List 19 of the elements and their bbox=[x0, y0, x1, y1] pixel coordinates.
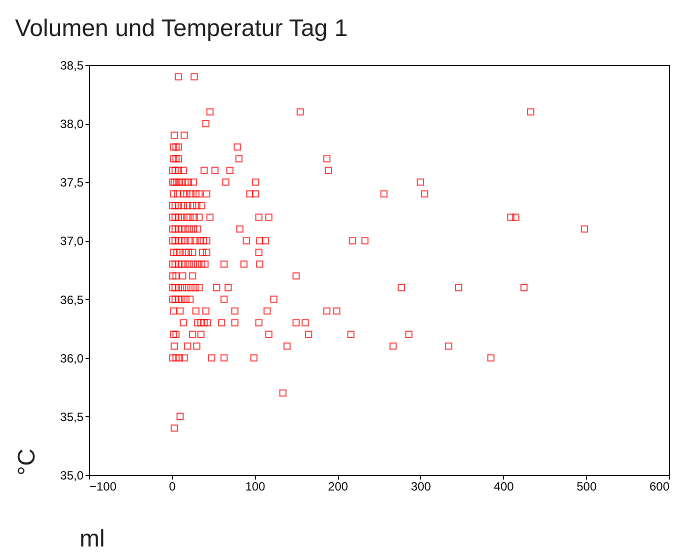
y-tick-label: 38,0 bbox=[60, 117, 84, 132]
y-tick-label: 36,0 bbox=[60, 351, 84, 366]
x-tick-label: 100 bbox=[245, 480, 266, 494]
y-tick-label: 36,5 bbox=[60, 292, 84, 307]
x-tick-label: 400 bbox=[494, 480, 514, 494]
y-axis-title: °C bbox=[14, 448, 40, 476]
x-tick-label: 600 bbox=[649, 480, 670, 494]
y-tick-label: 37,0 bbox=[60, 234, 84, 248]
x-tick-label: 300 bbox=[410, 480, 432, 494]
x-tick-label: 0 bbox=[169, 480, 176, 494]
y-tick-label: 35,0 bbox=[60, 468, 84, 482]
y-tick-label: 37,5 bbox=[60, 176, 84, 190]
x-tick-label: 500 bbox=[576, 480, 597, 494]
x-axis-title: ml bbox=[80, 526, 105, 552]
x-tick-label: 200 bbox=[328, 480, 348, 494]
x-tick-label: −100 bbox=[90, 480, 117, 494]
y-tick-label: 38,5 bbox=[60, 58, 84, 72]
y-tick-label: 35,5 bbox=[60, 410, 84, 424]
chart-title: Volumen und Temperatur Tag 1 bbox=[15, 15, 348, 42]
